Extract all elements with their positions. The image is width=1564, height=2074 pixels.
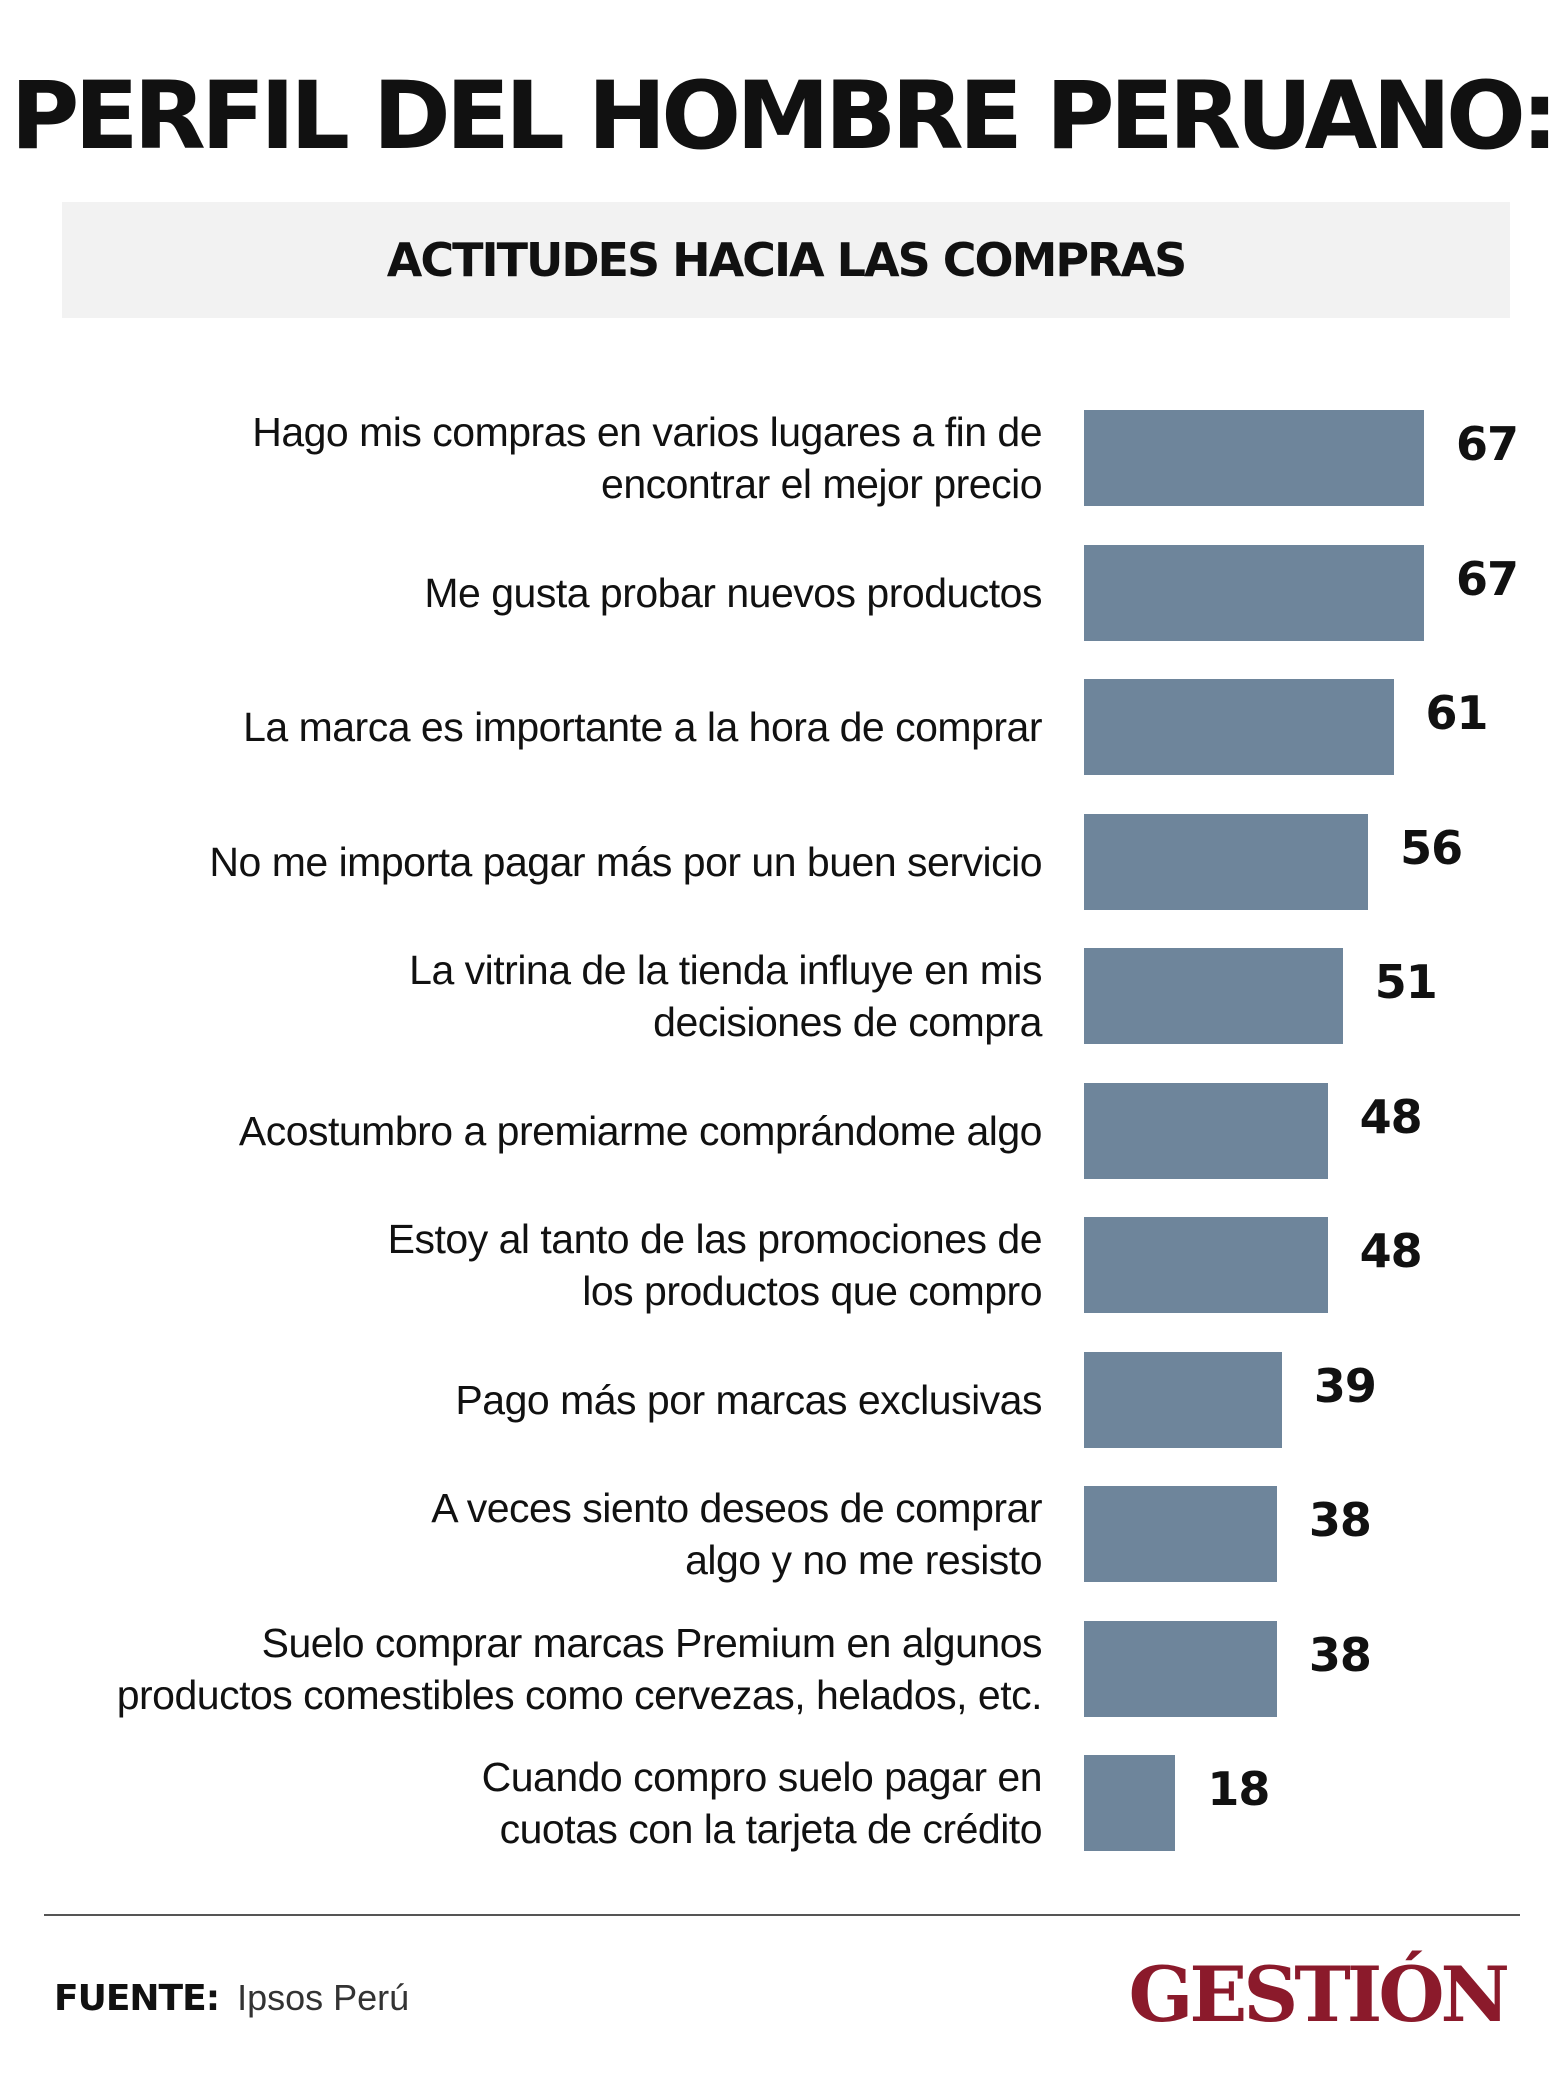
bar (1084, 410, 1424, 506)
bar (1084, 1351, 1282, 1448)
category-label: Suelo comprar marcas Premium en algunos … (116, 1619, 1043, 1718)
source-label: FUENTE: (54, 1978, 220, 2019)
chart-row: Hago mis compras en varios lugares a fin… (0, 409, 1564, 507)
bar (1084, 948, 1343, 1044)
category-label: La vitrina de la tienda influye en mis d… (409, 947, 1042, 1045)
category-label: Pago más por marcas exclusivas (455, 1376, 1042, 1423)
category-label: No me importa pagar más por un buen serv… (209, 838, 1042, 885)
chart-row: Cuando compro suelo pagar en cuotas con … (0, 1754, 1564, 1852)
data-label: 61 (1425, 686, 1489, 740)
chart-row: Suelo comprar marcas Premium en algunos … (0, 1620, 1564, 1718)
data-label: 38 (1308, 1493, 1372, 1547)
source-note: FUENTE: Ipsos Perú (54, 1975, 409, 2022)
chart-subtitle: ACTITUDES HACIA LAS COMPRAS (386, 233, 1187, 287)
bar (1084, 1082, 1328, 1179)
source-value: Ipsos Perú (237, 1977, 410, 2018)
brand-logo: GESTIÓN (1128, 1950, 1510, 2039)
data-label: 48 (1359, 1089, 1423, 1144)
subtitle-band: ACTITUDES HACIA LAS COMPRAS (62, 202, 1510, 318)
bar (1084, 679, 1394, 775)
category-label: Acostumbro a premiarme comprándome algo (238, 1107, 1043, 1154)
chart-row: Estoy al tanto de las promociones de los… (0, 1216, 1564, 1314)
chart-row: La marca es importante a la hora de comp… (0, 679, 1564, 775)
bar (1084, 813, 1369, 910)
chart-row: A veces siento deseos de comprar algo y … (0, 1485, 1564, 1583)
data-label: 67 (1456, 551, 1519, 606)
category-label: Me gusta probar nuevos productos (424, 569, 1042, 616)
category-label: Estoy al tanto de las promociones de los… (387, 1216, 1043, 1314)
data-label: 56 (1400, 820, 1463, 875)
data-label: 38 (1308, 1627, 1372, 1682)
bar (1084, 1217, 1328, 1313)
chart-row: No me importa pagar más por un buen serv… (0, 813, 1564, 910)
category-label: La marca es importante a la hora de comp… (243, 704, 1042, 750)
chart-row: Acostumbro a premiarme comprándome algo 4… (0, 1082, 1564, 1179)
category-label: Hago mis compras en varios lugares a fin… (252, 409, 1042, 507)
chart-row: Me gusta probar nuevos productos 67 (0, 544, 1564, 641)
bar (1084, 1486, 1277, 1582)
data-label: 67 (1456, 417, 1519, 471)
data-label: 18 (1207, 1762, 1270, 1816)
bar (1084, 544, 1424, 641)
data-label: 51 (1374, 955, 1438, 1009)
data-label: 39 (1313, 1358, 1377, 1413)
chart-row: La vitrina de la tienda influye en mis d… (0, 947, 1564, 1045)
bar (1084, 1755, 1176, 1851)
page-title: PERFIL DEL HOMBRE PERUANO: (10, 62, 1558, 171)
category-label: A veces siento deseos de comprar algo y … (431, 1485, 1042, 1583)
data-label: 48 (1359, 1224, 1423, 1278)
footer-divider (44, 1914, 1520, 1916)
chart-row: Pago más por marcas exclusivas 39 (0, 1351, 1564, 1448)
bar (1084, 1620, 1277, 1717)
category-label: Cuando compro suelo pagar en cuotas con … (481, 1754, 1043, 1852)
